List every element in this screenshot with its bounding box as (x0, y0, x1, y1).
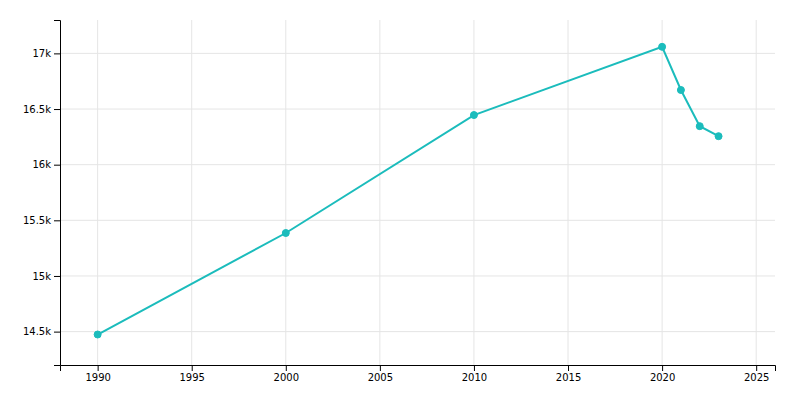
tick: 2025 (744, 365, 769, 383)
point (282, 230, 289, 237)
tick: 17k (32, 48, 60, 59)
grid-line (60, 275, 775, 276)
grid-line (191, 20, 192, 365)
y-axis: 14.5k 15k 15.5k 16k 16.5k 17k (23, 21, 61, 366)
grid-line (60, 164, 775, 165)
tick-mark (192, 365, 193, 371)
tick-mark (286, 365, 287, 371)
tick: 1990 (85, 365, 110, 383)
tick: 2020 (650, 365, 675, 383)
grid-line (285, 20, 286, 365)
tick: 16k (32, 159, 60, 170)
tick: 2000 (274, 365, 299, 383)
tick: 2015 (556, 365, 581, 383)
grid-line (60, 220, 775, 221)
line (98, 47, 719, 335)
point (696, 123, 703, 130)
point (94, 331, 101, 338)
grid-line (97, 20, 98, 365)
tick-label: 2005 (368, 372, 393, 383)
tick-mark (54, 165, 60, 166)
axis-line (54, 21, 61, 366)
tick-label: 1990 (85, 372, 110, 383)
plot: 1990 1995 2000 2005 2010 2015 2020 2025 14.5k 15k… (23, 20, 776, 383)
axis-line (61, 366, 776, 372)
grid-line (756, 20, 757, 365)
tick-mark (54, 332, 60, 333)
tick-label: 1995 (179, 372, 204, 383)
tick: 14.5k (23, 326, 60, 337)
point (659, 43, 666, 50)
tick-label: 16.5k (23, 104, 51, 115)
tick-mark (98, 365, 99, 371)
grid-line (60, 109, 775, 110)
tick-label: 16k (32, 159, 51, 170)
tick-label: 2010 (462, 372, 487, 383)
tick: 15.5k (23, 215, 60, 226)
grid (60, 20, 775, 365)
tick-mark (54, 220, 60, 221)
tick-label: 2025 (744, 372, 769, 383)
grid-line (60, 53, 775, 54)
tick: 2005 (368, 365, 393, 383)
tick-mark (662, 365, 663, 371)
chart-container: 1990 1995 2000 2005 2010 2015 2020 2025 14.5k 15k… (0, 0, 800, 400)
tick-label: 14.5k (23, 326, 51, 337)
tick-label: 15.5k (23, 215, 51, 226)
tick-mark (54, 53, 60, 54)
tick-label: 17k (32, 48, 51, 59)
chart: 1990 1995 2000 2005 2010 2015 2020 2025 14.5k 15k… (0, 0, 800, 400)
tick-label: 2015 (556, 372, 581, 383)
tick: 2010 (462, 365, 487, 383)
tick-label: 2000 (274, 372, 299, 383)
tick-mark (756, 365, 757, 371)
tick-label: 15k (32, 271, 51, 282)
point (715, 133, 722, 140)
tick-mark (568, 365, 569, 371)
grid-line (568, 20, 569, 365)
grid-line (60, 331, 775, 332)
tick-mark (474, 365, 475, 371)
tick-mark (54, 109, 60, 110)
point (677, 87, 684, 94)
tick-mark (54, 276, 60, 277)
grid-line (473, 20, 474, 365)
point (470, 112, 477, 119)
tick: 15k (32, 271, 60, 282)
series (94, 43, 722, 338)
tick-mark (380, 365, 381, 371)
tick-label: 2020 (650, 372, 675, 383)
grid-line (379, 20, 380, 365)
x-axis: 1990 1995 2000 2005 2010 2015 2020 2025 (61, 365, 776, 383)
tick: 1995 (179, 365, 204, 383)
grid-line (662, 20, 663, 365)
tick: 16.5k (23, 104, 60, 115)
